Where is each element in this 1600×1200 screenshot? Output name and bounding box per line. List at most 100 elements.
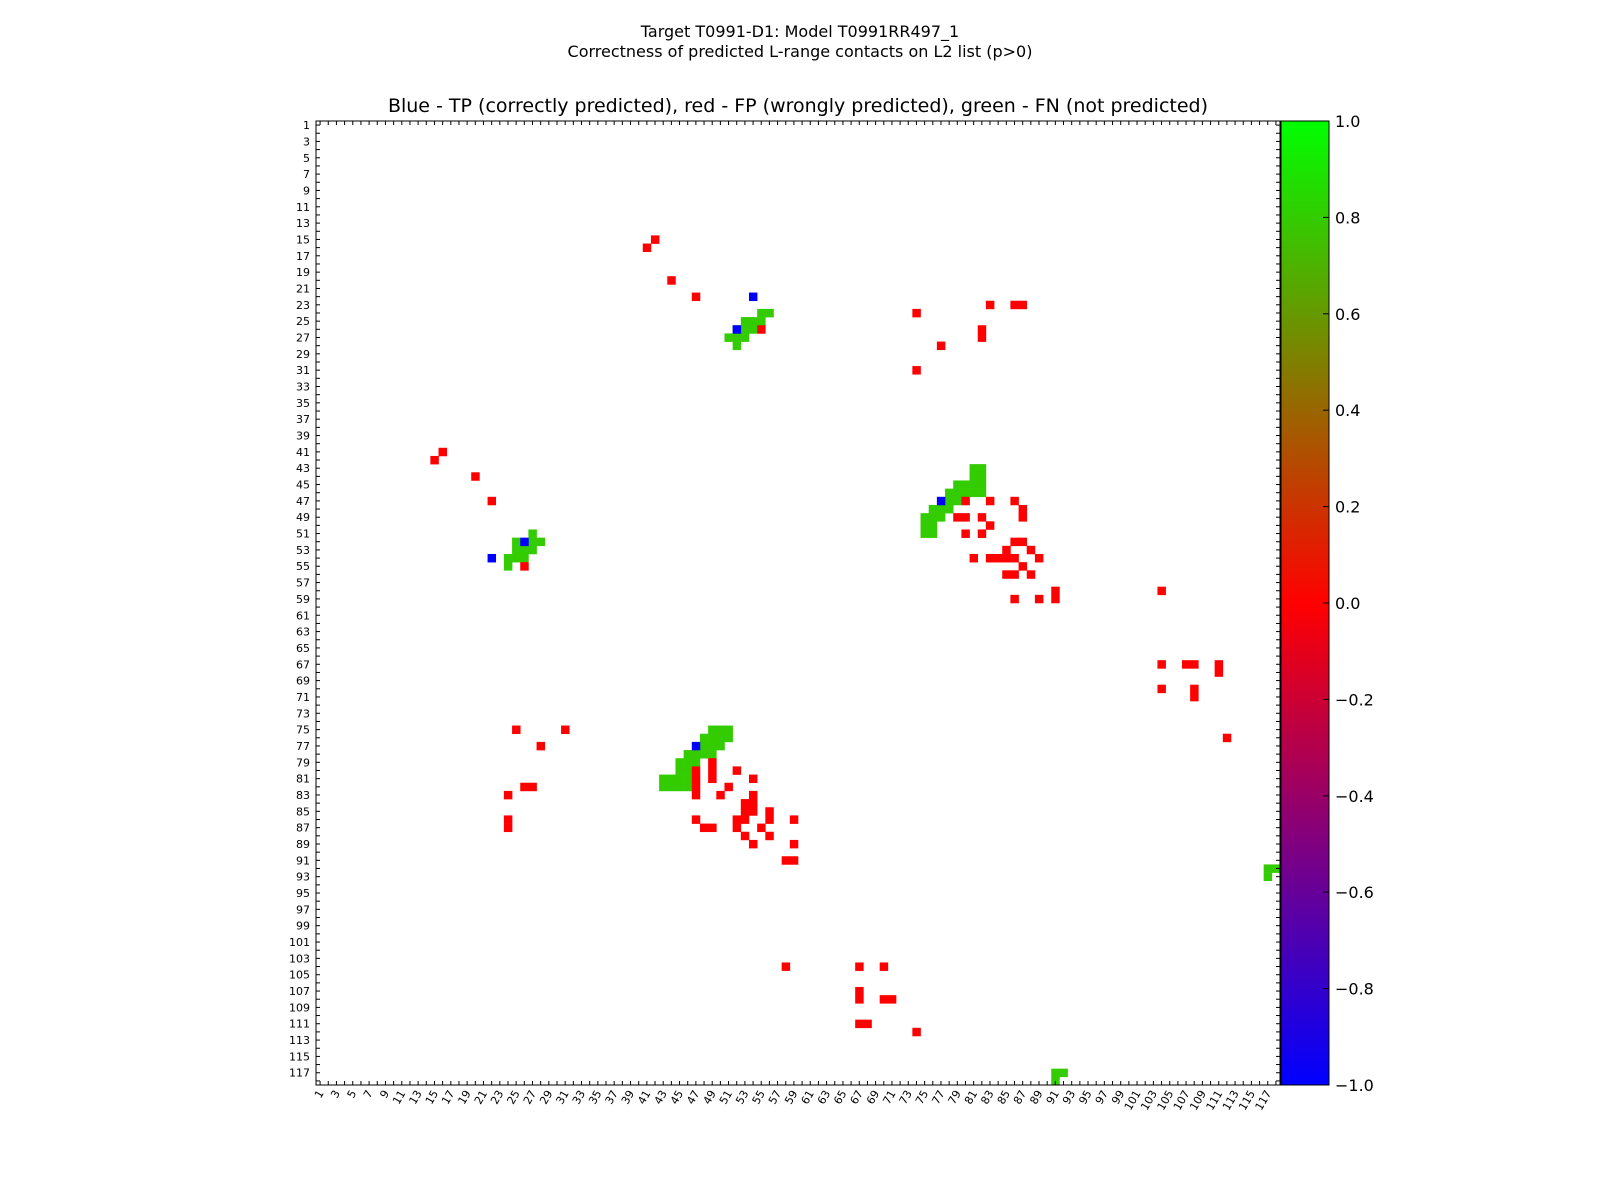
x-tick-label: 73 (897, 1088, 915, 1107)
x-tick-label: 15 (423, 1088, 441, 1107)
fn-cell (920, 529, 930, 538)
fp-cell (961, 513, 970, 522)
y-tick-label: 89 (296, 838, 310, 851)
fp-cell (691, 815, 701, 824)
x-tick-label: 67 (848, 1088, 866, 1107)
axes-title: Blue - TP (correctly predicted), red - F… (387, 95, 1209, 117)
y-tick-label: 33 (296, 381, 310, 394)
fp-cell (740, 799, 750, 808)
fp-cell (855, 986, 864, 996)
fn-cell (699, 733, 709, 743)
fn-cell (936, 513, 946, 522)
x-tick-label: 53 (733, 1088, 751, 1107)
fp-cell (757, 325, 766, 334)
x-tick-label: 31 (554, 1088, 572, 1107)
fn-cell (1051, 1068, 1060, 1078)
y-tick-label: 69 (296, 675, 310, 688)
x-tick-label: 99 (1109, 1088, 1127, 1107)
fp-cell (969, 553, 979, 563)
x-tick-label: 105 (1155, 1088, 1177, 1113)
fp-cell (863, 1019, 872, 1029)
y-tick-label: 43 (296, 462, 310, 475)
fp-cell (977, 333, 987, 342)
fp-cell (1214, 660, 1224, 669)
x-tick-label: 1 (312, 1088, 327, 1101)
y-tick-label: 1 (303, 119, 310, 132)
y-tick-label: 75 (296, 724, 310, 737)
fp-cell (977, 325, 987, 334)
fn-cell (961, 480, 970, 489)
x-tick-label: 41 (635, 1088, 653, 1107)
x-tick-label: 117 (1253, 1088, 1275, 1113)
fp-cell (789, 815, 799, 824)
y-tick-label: 11 (296, 201, 310, 214)
x-tick-label: 59 (782, 1088, 800, 1107)
y-tick-label: 101 (289, 936, 310, 949)
fn-cell (512, 545, 521, 555)
y-tick-label: 99 (296, 920, 310, 933)
y-tick-label: 15 (296, 233, 310, 246)
fp-cell (789, 839, 799, 849)
fn-cell (724, 733, 733, 743)
colorbar-tick-label: 0.0 (1335, 594, 1360, 613)
y-tick-label: 25 (296, 315, 310, 328)
fn-cell (520, 545, 529, 555)
fn-cell (740, 333, 750, 342)
y-tick-label: 37 (296, 413, 310, 426)
y-tick-label: 9 (303, 184, 310, 197)
fp-cell (985, 496, 995, 506)
fp-cell (855, 1019, 864, 1029)
fn-cell (945, 496, 954, 506)
fn-cell (945, 504, 954, 514)
colorbar-tick-label: −1.0 (1335, 1076, 1374, 1095)
fn-cell (699, 741, 709, 751)
fn-cell (520, 553, 529, 563)
x-tick-label: 109 (1187, 1088, 1209, 1113)
fn-cell (536, 537, 546, 547)
fn-cell (708, 733, 717, 743)
x-tick-label: 97 (1093, 1088, 1111, 1107)
x-tick-label: 37 (603, 1088, 621, 1107)
fn-cell (732, 341, 742, 351)
y-tick-label: 35 (296, 397, 310, 410)
fp-cell (781, 856, 791, 865)
x-tick-label: 39 (619, 1088, 637, 1107)
fp-cell (1018, 513, 1028, 522)
fn-cell (708, 725, 717, 735)
fn-cell (1263, 864, 1273, 873)
x-tick-label: 47 (684, 1088, 702, 1107)
x-tick-label: 101 (1122, 1088, 1144, 1113)
colorbar-tick-label: 0.4 (1335, 401, 1360, 420)
x-tick-label: 69 (864, 1088, 882, 1107)
plot-background (316, 121, 1280, 1085)
x-tick-label: 51 (717, 1088, 735, 1107)
x-tick-label: 35 (586, 1088, 604, 1107)
figure-title-line-2: Correctness of predicted L-range contact… (567, 42, 1033, 61)
fp-cell (748, 799, 758, 808)
y-tick-label: 63 (296, 626, 310, 639)
x-tick-label: 29 (537, 1088, 555, 1107)
fn-cell (683, 766, 693, 775)
fn-cell (757, 308, 766, 318)
fn-cell (699, 750, 709, 759)
fn-cell (708, 750, 717, 759)
x-tick-label: 85 (995, 1088, 1013, 1107)
fp-cell (757, 823, 766, 833)
fn-cell (977, 472, 987, 481)
x-tick-label: 63 (815, 1088, 833, 1107)
y-tick-label: 61 (296, 609, 310, 622)
fp-cell (1190, 684, 1199, 694)
y-tick-label: 107 (289, 985, 310, 998)
y-tick-label: 53 (296, 544, 310, 557)
fp-cell (912, 366, 921, 375)
fp-cell (936, 341, 946, 351)
fn-cell (683, 774, 693, 784)
fp-cell (716, 790, 725, 800)
fp-cell (1190, 660, 1199, 669)
x-tick-label: 95 (1076, 1088, 1094, 1107)
colorbar-tick-label: 0.8 (1335, 208, 1360, 227)
fp-cell (1010, 570, 1019, 579)
y-tick-label: 41 (296, 446, 310, 459)
y-tick-label: 83 (296, 789, 310, 802)
fn-cell (667, 774, 676, 784)
